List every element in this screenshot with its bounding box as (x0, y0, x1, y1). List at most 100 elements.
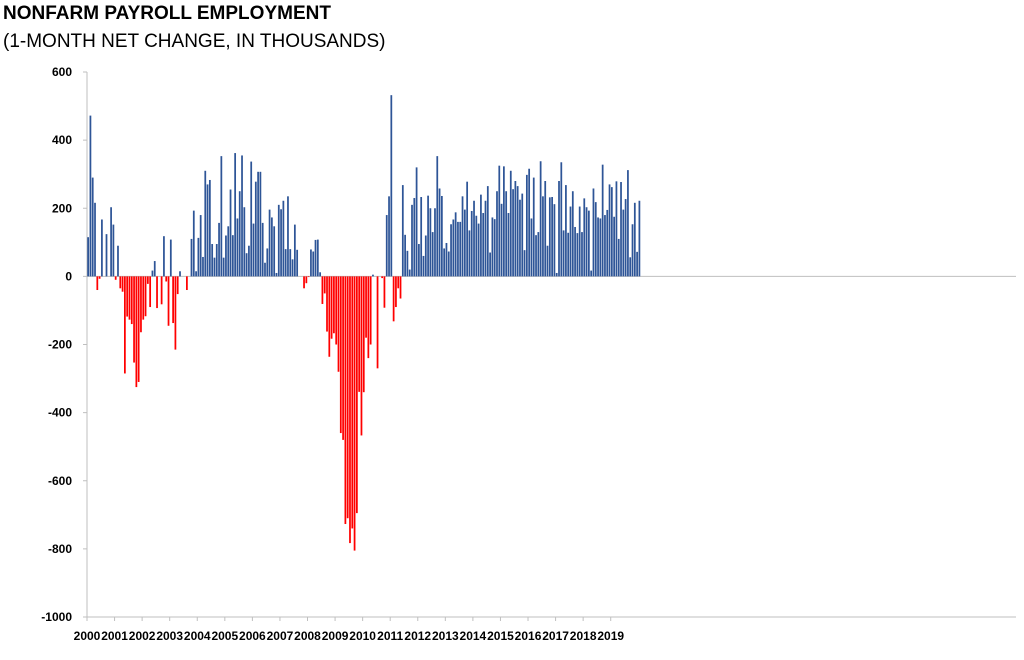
bar (489, 252, 491, 277)
bar (289, 249, 292, 277)
bar (516, 186, 519, 277)
bar (326, 276, 328, 332)
x-tick-label: 2003 (156, 629, 183, 643)
bar (342, 276, 344, 440)
bar (482, 213, 485, 277)
bar (627, 170, 629, 277)
bar (473, 200, 475, 277)
bar (275, 272, 278, 277)
bar (346, 276, 349, 519)
y-tick-label: 0 (65, 269, 72, 283)
bar (218, 222, 220, 277)
bar (268, 209, 271, 277)
bar (411, 204, 413, 277)
x-tick-label: 2000 (74, 629, 101, 643)
bar (238, 191, 241, 277)
x-tick-label: 2009 (322, 629, 349, 643)
bar (362, 276, 365, 393)
bar (316, 239, 319, 277)
y-tick-label: -200 (48, 338, 72, 352)
bar (583, 198, 586, 277)
bar (305, 276, 308, 284)
bar-series (87, 95, 641, 551)
bar (277, 204, 280, 277)
bar (215, 244, 218, 277)
bar (491, 217, 494, 277)
bar (581, 232, 583, 277)
bar (457, 221, 459, 277)
bar (202, 256, 204, 277)
bar (613, 216, 616, 277)
bar (604, 215, 606, 277)
bar (528, 168, 531, 277)
y-tick-label: 200 (52, 201, 72, 215)
bar (447, 251, 450, 277)
bar (98, 276, 101, 279)
bar (192, 210, 195, 277)
y-tick-label: 600 (52, 65, 72, 79)
bar (496, 191, 498, 277)
bar (227, 226, 230, 277)
bar (339, 276, 342, 434)
bar (254, 181, 257, 277)
bar (328, 276, 331, 357)
bar (477, 223, 480, 277)
bar (450, 224, 452, 277)
bar (293, 224, 296, 277)
bar (333, 276, 335, 334)
bar (610, 187, 613, 277)
bar (124, 276, 126, 374)
bar (438, 188, 441, 277)
bar (126, 276, 129, 317)
bar (273, 226, 276, 277)
bar (539, 161, 542, 277)
bar (89, 115, 92, 277)
bar (434, 208, 436, 277)
bar (121, 276, 124, 292)
bar (606, 209, 609, 277)
bar (360, 276, 363, 436)
bar (408, 269, 411, 277)
bar (440, 195, 443, 277)
bar (369, 276, 372, 345)
bar (594, 202, 597, 277)
bar (576, 233, 579, 277)
bar (514, 181, 517, 277)
bar (413, 198, 416, 277)
bar (397, 276, 400, 289)
bar (351, 276, 354, 529)
bar (321, 276, 324, 304)
bar (330, 276, 333, 339)
x-tick-label: 2002 (129, 629, 156, 643)
bar (480, 194, 482, 277)
bar (624, 199, 627, 277)
bar (636, 251, 638, 277)
bar (160, 276, 163, 305)
bar (546, 245, 549, 277)
bar (261, 222, 264, 277)
bar (376, 276, 379, 369)
bar (156, 276, 158, 309)
x-tick-label: 2016 (515, 629, 542, 643)
bar (372, 274, 374, 277)
bar (535, 235, 537, 277)
bar (280, 209, 282, 277)
bar (114, 276, 117, 280)
bar (537, 232, 540, 277)
bar (569, 206, 572, 277)
bar (530, 218, 533, 277)
bar (172, 276, 174, 324)
x-tick-label: 2019 (597, 629, 624, 643)
bar (303, 276, 305, 289)
bar (445, 242, 448, 277)
bar (151, 270, 154, 277)
bar (176, 276, 179, 295)
x-tick-label: 2018 (570, 629, 597, 643)
bar (404, 234, 406, 277)
bar (532, 177, 535, 277)
bar (365, 276, 367, 338)
bar (383, 276, 386, 308)
bar (418, 244, 420, 277)
bar (165, 276, 168, 282)
